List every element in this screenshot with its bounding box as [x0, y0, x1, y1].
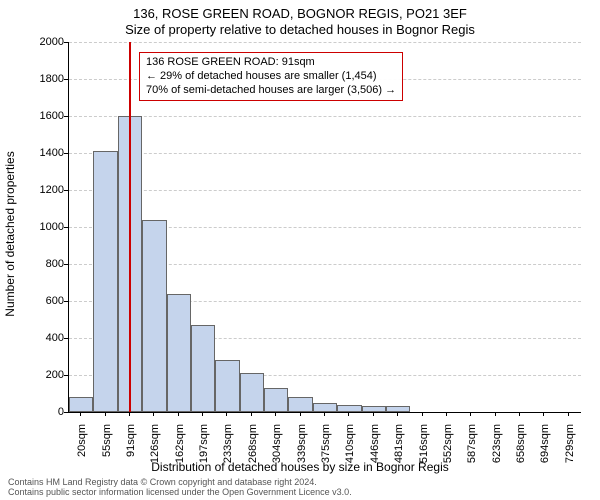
y-axis-label: Number of detached properties	[3, 151, 17, 316]
x-tick-mark	[153, 412, 154, 416]
y-tick-label: 2000	[34, 36, 64, 48]
x-tick-label: 304sqm	[271, 424, 283, 474]
footer-line-2: Contains public sector information licen…	[8, 488, 352, 498]
x-tick-label: 233sqm	[222, 424, 234, 474]
gridline	[69, 153, 581, 154]
y-tick-label: 600	[34, 295, 64, 307]
x-tick-mark	[446, 412, 447, 416]
y-tick-mark	[64, 190, 68, 191]
x-tick-label: 481sqm	[393, 424, 405, 474]
y-tick-label: 1600	[34, 110, 64, 122]
bar	[142, 220, 166, 412]
bar	[240, 373, 264, 412]
y-tick-mark	[64, 227, 68, 228]
x-tick-label: 162sqm	[174, 424, 186, 474]
x-tick-label: 55sqm	[101, 424, 113, 474]
x-tick-label: 197sqm	[198, 424, 210, 474]
bar	[215, 360, 239, 412]
y-tick-mark	[64, 116, 68, 117]
gridline	[69, 42, 581, 43]
bar	[288, 397, 312, 412]
x-tick-mark	[348, 412, 349, 416]
x-tick-mark	[202, 412, 203, 416]
gridline	[69, 190, 581, 191]
x-tick-label: 694sqm	[539, 424, 551, 474]
x-tick-mark	[300, 412, 301, 416]
x-tick-label: 729sqm	[564, 424, 576, 474]
y-tick-label: 0	[34, 406, 64, 418]
x-tick-mark	[470, 412, 471, 416]
gridline	[69, 116, 581, 117]
x-tick-mark	[519, 412, 520, 416]
x-tick-mark	[568, 412, 569, 416]
chart-title-desc: Size of property relative to detached ho…	[0, 22, 600, 37]
x-tick-label: 552sqm	[442, 424, 454, 474]
x-tick-mark	[324, 412, 325, 416]
bar	[313, 403, 337, 412]
x-tick-label: 91sqm	[125, 424, 137, 474]
annotation-box: 136 ROSE GREEN ROAD: 91sqm← 29% of detac…	[139, 52, 403, 101]
x-tick-mark	[495, 412, 496, 416]
footer-attribution: Contains HM Land Registry data © Crown c…	[8, 478, 352, 498]
x-tick-label: 516sqm	[418, 424, 430, 474]
x-tick-label: 587sqm	[466, 424, 478, 474]
x-tick-label: 658sqm	[515, 424, 527, 474]
annotation-line-1: 136 ROSE GREEN ROAD: 91sqm	[146, 56, 396, 70]
y-tick-label: 200	[34, 369, 64, 381]
y-tick-mark	[64, 153, 68, 154]
x-tick-mark	[226, 412, 227, 416]
bar	[337, 405, 361, 412]
bar	[69, 397, 93, 412]
bar	[191, 325, 215, 412]
y-tick-label: 1200	[34, 184, 64, 196]
y-tick-label: 400	[34, 332, 64, 344]
y-tick-mark	[64, 264, 68, 265]
x-tick-mark	[397, 412, 398, 416]
bar	[93, 151, 117, 412]
x-tick-label: 410sqm	[344, 424, 356, 474]
x-tick-mark	[105, 412, 106, 416]
y-tick-mark	[64, 375, 68, 376]
x-tick-label: 446sqm	[369, 424, 381, 474]
annotation-line-2: ← 29% of detached houses are smaller (1,…	[146, 70, 396, 84]
x-tick-mark	[251, 412, 252, 416]
highlight-line	[129, 42, 131, 412]
x-tick-mark	[543, 412, 544, 416]
y-tick-mark	[64, 79, 68, 80]
x-tick-label: 375sqm	[320, 424, 332, 474]
x-tick-mark	[275, 412, 276, 416]
y-tick-label: 1000	[34, 221, 64, 233]
y-tick-mark	[64, 338, 68, 339]
x-tick-mark	[373, 412, 374, 416]
x-tick-label: 339sqm	[296, 424, 308, 474]
x-tick-label: 623sqm	[491, 424, 503, 474]
y-tick-label: 1400	[34, 147, 64, 159]
x-tick-mark	[129, 412, 130, 416]
chart-title-address: 136, ROSE GREEN ROAD, BOGNOR REGIS, PO21…	[0, 6, 600, 21]
y-tick-mark	[64, 412, 68, 413]
x-tick-label: 268sqm	[247, 424, 259, 474]
bar	[167, 294, 191, 412]
bar	[264, 388, 288, 412]
y-tick-label: 800	[34, 258, 64, 270]
x-tick-mark	[80, 412, 81, 416]
x-tick-label: 126sqm	[149, 424, 161, 474]
chart-container: 136, ROSE GREEN ROAD, BOGNOR REGIS, PO21…	[0, 0, 600, 500]
y-tick-mark	[64, 42, 68, 43]
x-tick-label: 20sqm	[76, 424, 88, 474]
x-tick-mark	[178, 412, 179, 416]
annotation-line-3: 70% of semi-detached houses are larger (…	[146, 84, 396, 98]
y-tick-label: 1800	[34, 73, 64, 85]
y-tick-mark	[64, 301, 68, 302]
x-tick-mark	[422, 412, 423, 416]
bar	[362, 406, 386, 412]
plot-area: 136 ROSE GREEN ROAD: 91sqm← 29% of detac…	[68, 42, 581, 413]
